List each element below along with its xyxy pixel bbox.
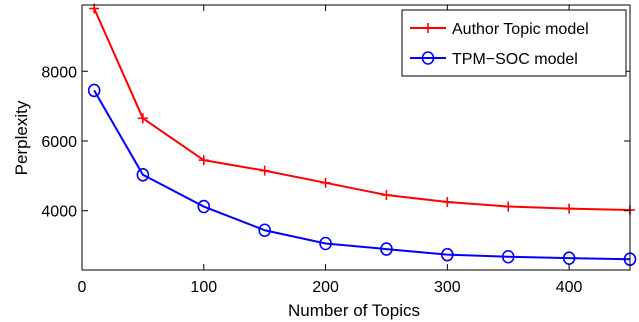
y-tick-label: 6000 (41, 134, 77, 151)
series-1 (89, 3, 635, 216)
data-point (381, 190, 392, 201)
data-point (197, 199, 211, 214)
data-point (258, 223, 271, 238)
x-tick-label: 0 (78, 279, 87, 296)
legend-item-2: TPM−SOC model (410, 51, 578, 68)
x-tick-label: 200 (312, 279, 339, 296)
data-point (259, 165, 270, 176)
data-point (320, 177, 331, 188)
data-point (380, 242, 393, 256)
x-axis-label: Number of Topics (288, 301, 420, 320)
series-line (93, 89, 631, 261)
legend-label: Author Topic model (452, 21, 589, 38)
y-tick-label: 8000 (41, 64, 77, 81)
legend-item-1: Author Topic model (410, 21, 589, 38)
y-tick-label: 4000 (41, 204, 77, 221)
legend-box (401, 9, 627, 77)
data-point (503, 201, 514, 212)
axes-frame (81, 4, 631, 271)
legend-swatch-marker (421, 51, 435, 65)
x-tick-label: 100 (190, 279, 217, 296)
data-point (501, 249, 515, 264)
series-2 (87, 83, 637, 266)
data-point (137, 113, 148, 124)
data-point (198, 155, 209, 166)
x-tick-label: 300 (434, 279, 461, 296)
series-line (93, 8, 631, 212)
legend-swatch-marker (423, 23, 433, 33)
data-point (441, 247, 454, 262)
legend-label: TPM−SOC model (452, 51, 578, 68)
axes: 0 100 200 300 400 4000 6000 8000 (41, 4, 631, 296)
data-point (319, 236, 332, 251)
data-point (136, 168, 150, 182)
x-tick-label: 400 (556, 279, 583, 296)
plot-area (87, 3, 637, 266)
data-point (442, 197, 453, 208)
data-point (87, 83, 101, 98)
legend: Author Topic model TPM−SOC model (401, 9, 627, 77)
data-point (564, 203, 575, 214)
y-axis-label: Perplexity (12, 100, 31, 175)
